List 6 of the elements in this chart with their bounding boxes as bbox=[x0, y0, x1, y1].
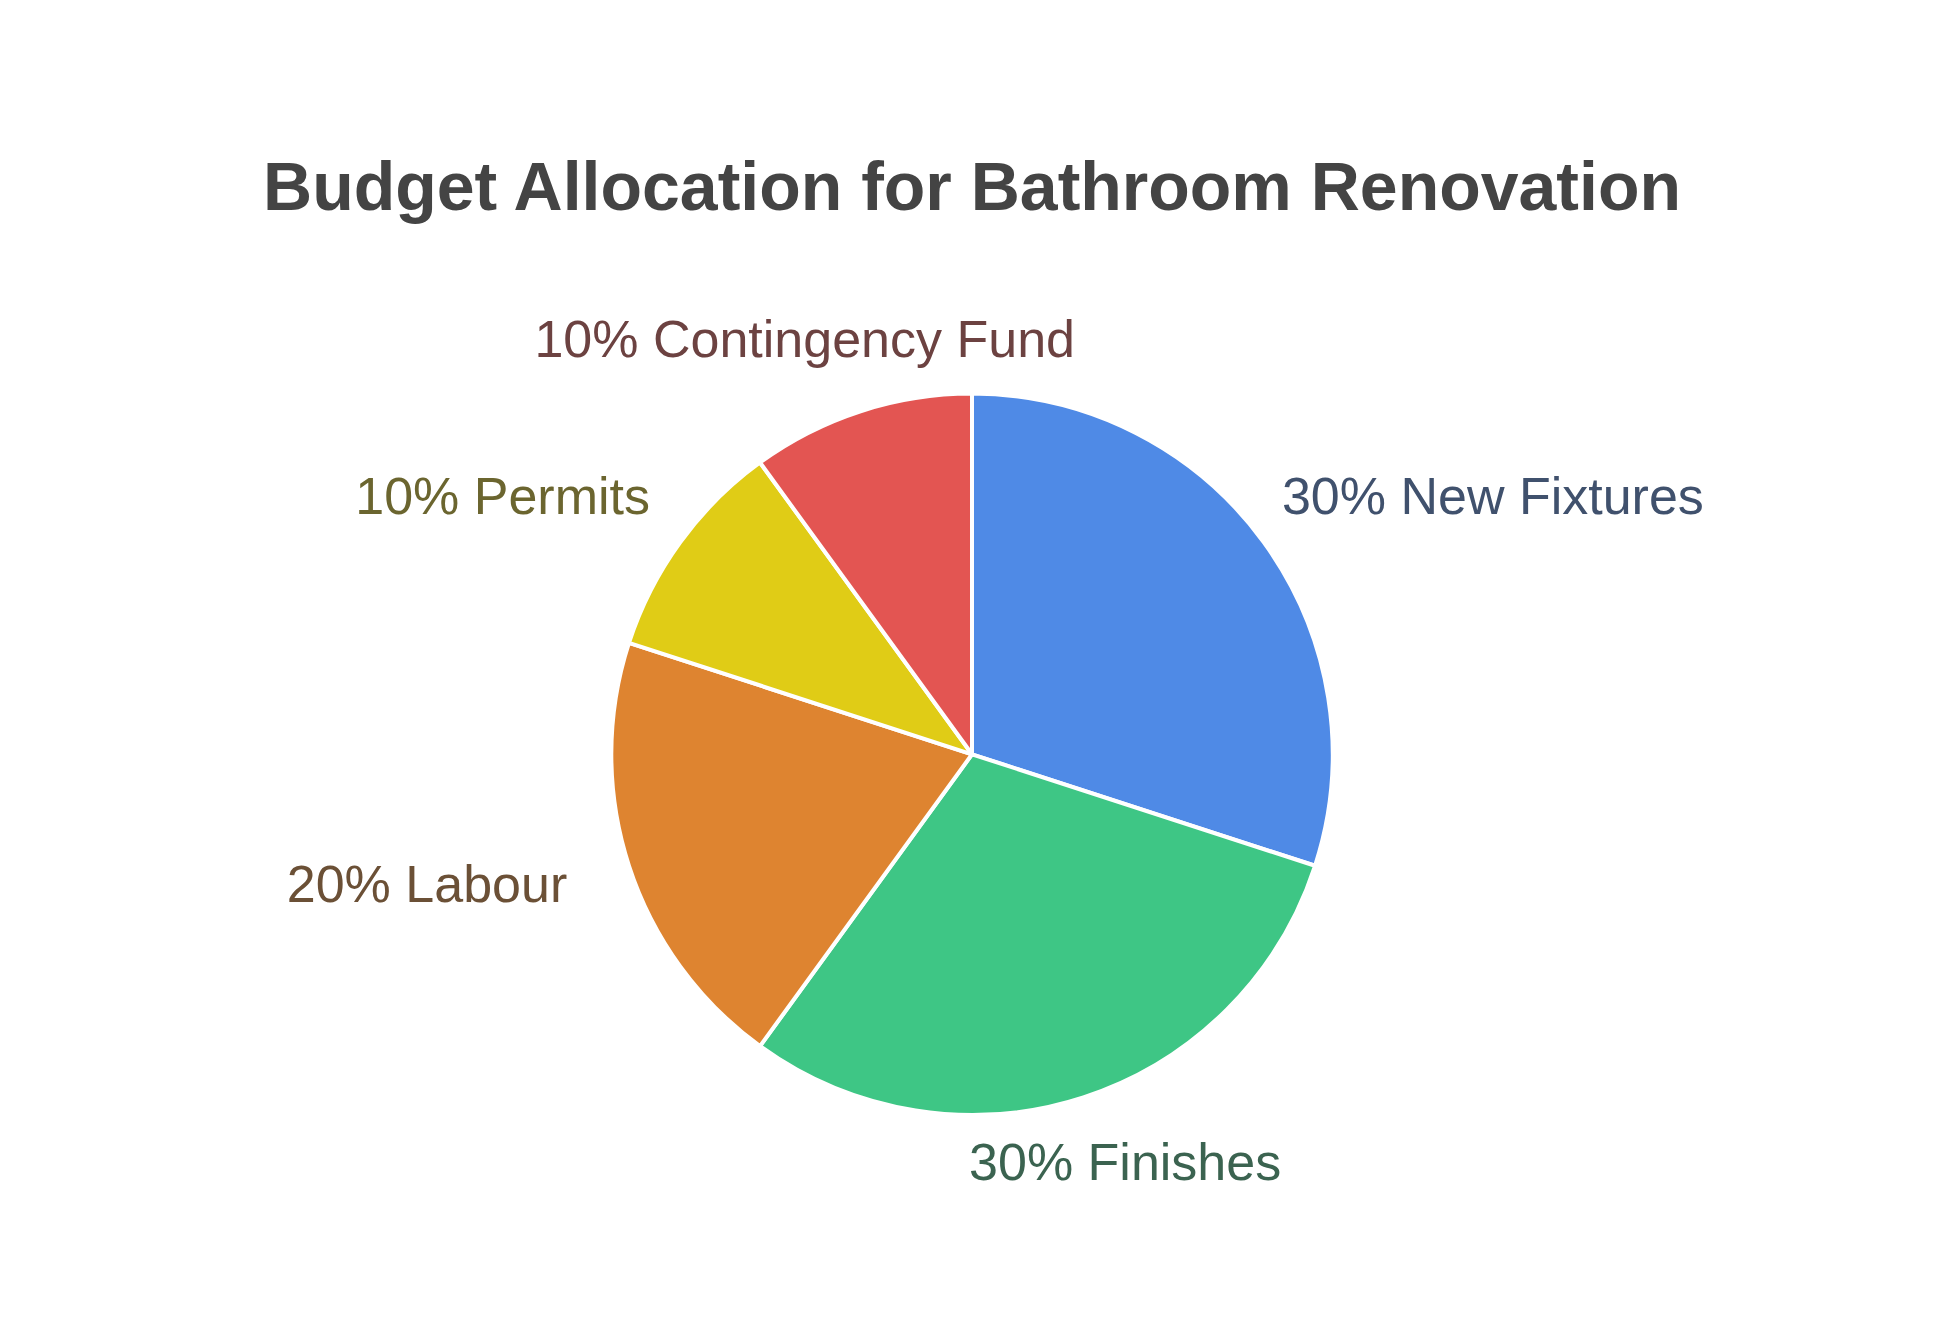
slice-label: 10% Contingency Fund bbox=[534, 309, 1075, 368]
chart-title: Budget Allocation for Bathroom Renovation bbox=[263, 147, 1681, 224]
slice-label: 10% Permits bbox=[355, 467, 650, 526]
slice-label: 30% New Fixtures bbox=[1281, 467, 1704, 526]
slice-label: 20% Labour bbox=[286, 855, 568, 914]
slice-label: 30% Finishes bbox=[969, 1133, 1282, 1192]
